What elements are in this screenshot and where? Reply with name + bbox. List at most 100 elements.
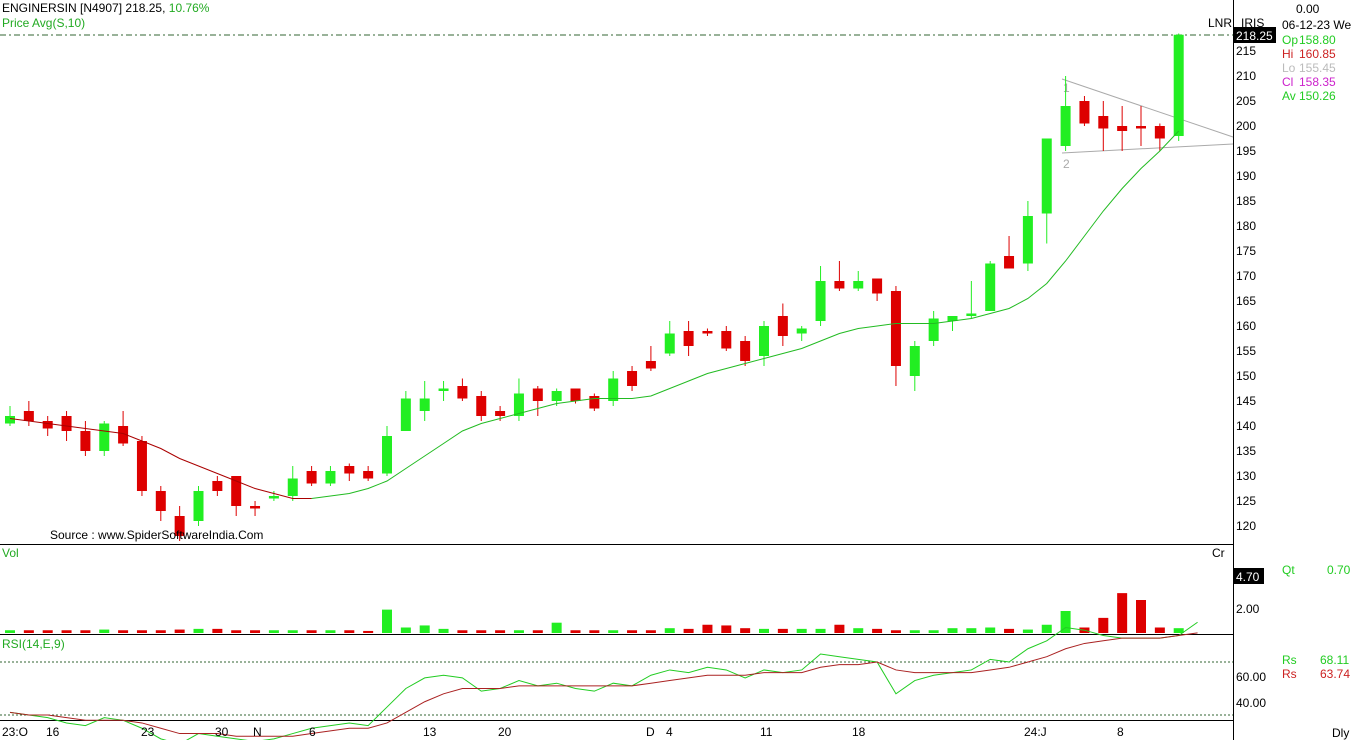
candle [287, 466, 298, 501]
candle-body [570, 388, 581, 401]
volume-bar [1060, 611, 1071, 633]
zero-value: 0.00 [1296, 2, 1320, 16]
volume-bar [438, 628, 449, 633]
price-tick: 190 [1236, 169, 1256, 183]
candle [966, 281, 977, 319]
volume-bar [721, 625, 732, 633]
volume-bar [495, 630, 506, 633]
price-tick: 205 [1236, 94, 1256, 108]
candle [42, 416, 53, 436]
candle [664, 321, 675, 356]
candle-body [740, 341, 751, 361]
candle [1060, 76, 1071, 151]
candle-body [155, 491, 166, 511]
candle-body [193, 491, 204, 521]
candle-body [174, 516, 185, 536]
candle [890, 286, 901, 386]
price-tick: 165 [1236, 294, 1256, 308]
price-tick: 170 [1236, 269, 1256, 283]
candle [608, 371, 619, 406]
volume-bar [1173, 628, 1184, 633]
volume-bar [796, 628, 807, 633]
candle [1041, 138, 1052, 244]
candle [532, 386, 543, 416]
pattern-label-1: 1 [1063, 81, 1070, 95]
price-tick: 200 [1236, 119, 1256, 133]
qt-value: 0.70 [1327, 563, 1351, 577]
ohlc-row-high: Hi 160.85 [1282, 47, 1336, 61]
rs2-value: 63.74 [1320, 667, 1351, 681]
volume-bar [1004, 628, 1015, 633]
candle-body [61, 416, 72, 431]
candle [1154, 123, 1165, 151]
candle [909, 341, 920, 391]
candle [928, 311, 939, 346]
candle-body [1022, 216, 1033, 264]
ohlc-row-low: Lo 155.45 [1282, 61, 1336, 75]
price-tick: 120 [1236, 519, 1256, 533]
candle-body [250, 506, 261, 509]
candle-body [608, 378, 619, 401]
volume-bar [1154, 627, 1165, 633]
price-tick: 195 [1236, 144, 1256, 158]
price-tick: 155 [1236, 344, 1256, 358]
volume-bar [23, 630, 34, 633]
candle-body [1117, 126, 1128, 131]
top-right-iris: IRIS [1241, 16, 1265, 30]
date-axis: 23:O 16 23 30 N 6 13 20 D 4 11 18 24:J 8 [2, 725, 1124, 739]
indicator-label: Price Avg(S,10) [2, 16, 86, 30]
candle-body [532, 388, 543, 401]
candle [1136, 106, 1146, 146]
candle-body [1004, 256, 1015, 269]
candle [174, 506, 185, 541]
volume-bar [513, 630, 524, 633]
ohlc-panel: Op 158.80 Hi 160.85 Lo 155.45 Cl 158.35 Av 15… [1282, 33, 1352, 103]
candles [5, 33, 1184, 541]
date-tick: 24:J [1024, 725, 1047, 739]
candle-body [495, 411, 506, 416]
candle [796, 326, 807, 341]
candle-body [363, 471, 374, 479]
candle [382, 426, 392, 476]
candle-body [513, 393, 524, 416]
percent-change: 10.76% [168, 1, 210, 15]
candle [231, 476, 242, 516]
candle-body [1136, 126, 1146, 129]
rs1-label: Rs [1282, 653, 1297, 667]
volume-bar [627, 630, 638, 633]
moving-average-line [311, 130, 1180, 499]
candle [268, 491, 279, 501]
candle-body [1154, 126, 1165, 139]
candle-body [1041, 138, 1052, 214]
candle-body [551, 391, 562, 401]
candle-body [966, 313, 977, 316]
candle-body [702, 331, 713, 334]
rsi-tick-60: 60.00 [1236, 670, 1266, 684]
volume-bar [80, 630, 91, 633]
candle-body [1173, 34, 1184, 136]
candle [1079, 96, 1090, 126]
candle-body [834, 281, 845, 289]
candle-body [759, 326, 769, 356]
volume-badge-bg [1234, 568, 1264, 584]
volume-bar [212, 628, 223, 633]
date-tick: D [646, 725, 655, 739]
triangle-pattern [1061, 78, 1234, 154]
candle-body [1079, 101, 1090, 124]
candle [985, 261, 996, 311]
price-tick: 185 [1236, 194, 1256, 208]
candle [872, 278, 883, 301]
volume-badge: 4.70 [1236, 570, 1260, 584]
candle-body [645, 361, 656, 369]
rsi-tick-40: 40.00 [1236, 696, 1266, 710]
candle-body [589, 396, 600, 409]
candle-body [438, 388, 449, 391]
candle [325, 466, 336, 486]
candle-body [212, 481, 223, 491]
volume-bar [136, 630, 147, 633]
volume-cr-label: Cr [1212, 546, 1225, 560]
price-tick: 210 [1236, 69, 1256, 83]
qt-label: Qt [1282, 563, 1295, 577]
volume-bar [419, 625, 430, 633]
candle [815, 266, 826, 326]
